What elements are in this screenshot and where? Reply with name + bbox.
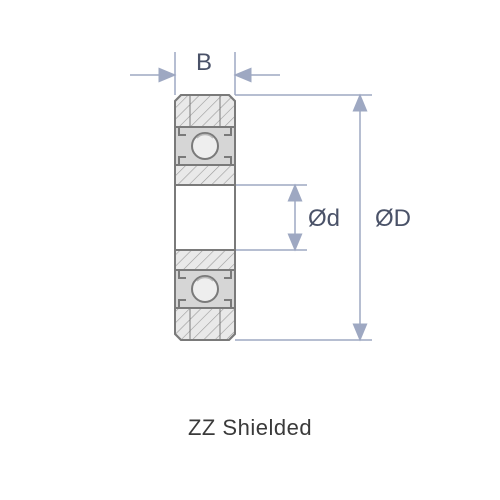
bearing-section (175, 95, 235, 340)
label-outer-d: ØD (375, 205, 411, 232)
dimension-b: B (130, 49, 280, 95)
caption: ZZ Shielded (0, 415, 500, 441)
label-inner-d: Ød (308, 205, 340, 232)
label-b: B (196, 49, 212, 76)
dimension-inner-d: Ød (235, 185, 340, 250)
diagram-canvas: B ØD Ød (0, 0, 500, 500)
